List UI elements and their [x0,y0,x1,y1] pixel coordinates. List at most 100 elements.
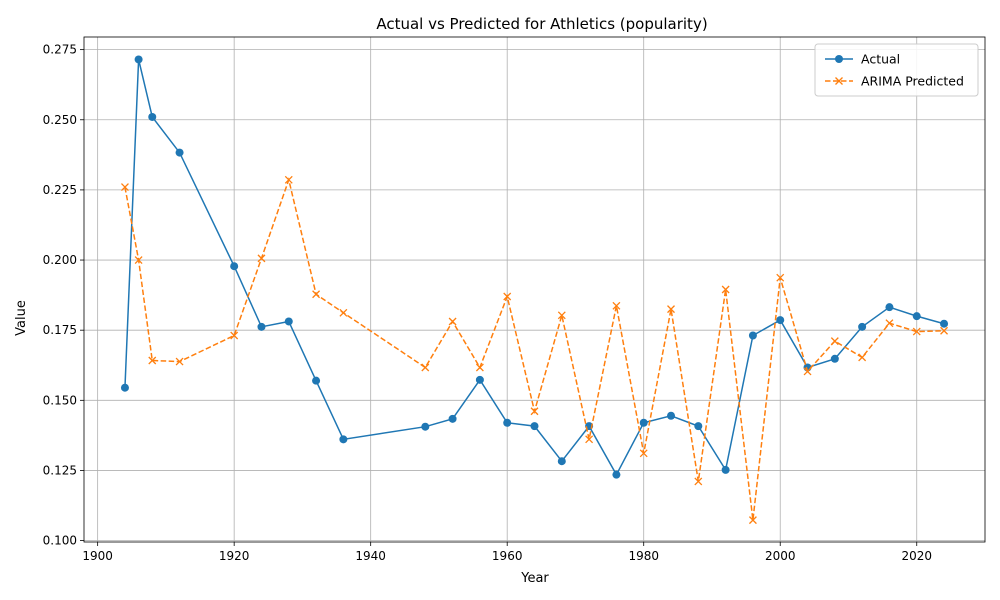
x-marker-stroke [312,290,321,299]
y-tick-label: 0.200 [43,253,77,267]
legend-box [814,43,979,97]
x-marker-stroke [175,357,184,366]
x-marker-stroke [776,273,785,282]
x-marker-stroke [134,256,143,265]
x-axis-label: Year [520,571,549,586]
data-point-actual [339,435,348,444]
plot-area [120,55,949,525]
data-point-predicted [284,175,293,184]
x-marker-stroke [148,356,157,365]
data-point-actual [475,375,484,384]
y-axis-label: Value [14,300,29,336]
y-tick-label: 0.250 [43,113,77,127]
x-tick-label: 1980 [628,549,659,563]
data-point-predicted [503,292,512,301]
x-marker-stroke [940,326,949,335]
x-marker-stroke [530,407,539,416]
data-point-actual [940,319,949,328]
data-point-actual [912,312,921,321]
axes-frame [83,36,986,543]
data-point-actual [120,383,129,392]
data-point-predicted [694,477,703,486]
x-tick-label: 1920 [219,549,250,563]
x-marker-stroke [830,337,839,346]
legend-label: ARIMA Predicted [861,74,964,89]
data-point-predicted [148,356,157,365]
data-point-actual [694,422,703,431]
x-marker-stroke [803,367,812,376]
data-point-predicted [421,363,430,372]
data-point-predicted [475,363,484,372]
y-tick-label: 0.275 [43,43,77,57]
data-point-predicted [448,317,457,326]
x-marker-stroke [257,254,266,263]
data-point-actual [134,55,143,64]
data-point-actual [175,148,184,157]
y-tick-label: 0.175 [43,323,77,337]
data-point-actual [885,303,894,312]
data-point-actual [858,322,867,331]
x-marker-stroke [284,175,293,184]
data-point-predicted [175,357,184,366]
data-point-predicted [858,353,867,362]
x-marker-stroke [858,353,867,362]
x-marker-stroke [612,301,621,310]
x-marker-stroke [912,327,921,336]
data-point-actual [639,418,648,427]
data-point-predicted [339,308,348,317]
x-marker-stroke [120,183,129,192]
data-point-predicted [721,285,730,294]
data-point-actual [830,354,839,363]
legend-marker-swatch [835,77,843,85]
x-tick-label: 1900 [82,549,113,563]
data-point-actual [612,470,621,479]
data-point-actual [257,322,266,331]
data-point-predicted [912,327,921,336]
x-marker-stroke [585,435,594,444]
x-marker-stroke [475,363,484,372]
data-point-predicted [312,290,321,299]
x-marker-stroke [694,477,703,486]
axes: 1900 1920 1940 1960 1980 2000 2020 0.100 0.125 0.… [43,36,986,563]
y-tick-label: 0.100 [43,534,77,548]
data-point-actual [748,331,757,340]
x-marker-stroke [421,363,430,372]
data-point-actual [148,112,157,121]
data-point-actual [776,316,785,325]
data-point-predicted [639,449,648,458]
data-point-predicted [230,331,239,340]
x-tick-label: 2020 [901,549,932,563]
data-point-actual [721,465,730,474]
data-point-predicted [776,273,785,282]
x-marker-stroke [721,285,730,294]
data-point-predicted [667,305,675,314]
data-point-predicted [612,301,621,310]
data-point-actual [421,422,430,431]
legend-item-actual: Actual [825,52,900,67]
grid-lines [84,37,985,542]
x-tick-label: 1960 [492,549,523,563]
data-point-actual [312,376,321,385]
legend-marker-swatch [835,55,843,63]
data-point-predicted [134,256,143,265]
x-marker-stroke [339,308,348,317]
chart-title: Actual vs Predicted for Athletics (popul… [376,15,707,33]
x-marker-stroke [748,516,757,525]
data-point-actual [284,317,293,326]
data-point-predicted [585,435,594,444]
data-point-actual [530,422,539,431]
y-tick-label: 0.125 [43,463,77,477]
data-point-predicted [885,319,894,328]
data-point-predicted [830,337,839,346]
x-marker-stroke [503,292,512,301]
data-point-actual [503,418,512,427]
y-tick-label: 0.225 [43,183,77,197]
data-point-actual [230,262,239,271]
data-point-actual [448,414,457,423]
x-marker-stroke [557,311,566,320]
data-point-predicted [557,311,566,320]
data-point-actual [557,457,566,466]
x-marker-stroke [448,317,457,326]
y-tick-label: 0.150 [43,393,77,407]
